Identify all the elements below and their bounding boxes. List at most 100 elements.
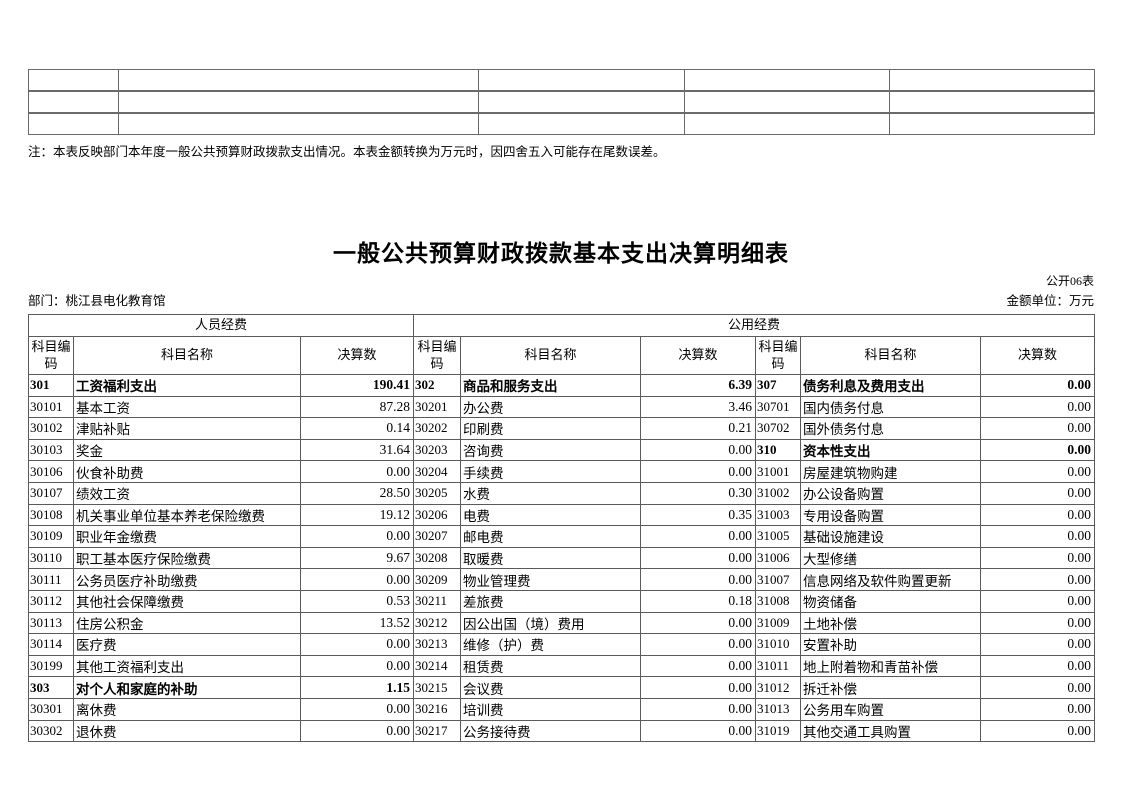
amount-cell: 0.21 <box>640 417 756 440</box>
subject-code-cell: 30701 <box>755 395 801 419</box>
empty-cell <box>118 112 479 135</box>
amount-cell: 0.00 <box>640 633 756 656</box>
table-row: 301 工资福利支出 190.41 302 商品和服务支出 6.39 307 债务利息及费用支… <box>28 374 1096 397</box>
table-row: 30114 医疗费 0.00 30213 维修（护）费 0.00 31010 安置补助 0.00 <box>28 633 1096 656</box>
amount-cell: 0.00 <box>300 633 414 656</box>
subject-code-cell: 30207 <box>413 525 461 548</box>
column-header-amount: 决算数 <box>300 336 414 375</box>
table-row <box>28 90 1095 114</box>
amount-cell: 3.46 <box>640 395 756 419</box>
subject-name-cell: 津贴补贴 <box>73 417 301 440</box>
subject-name-cell: 办公费 <box>460 395 641 419</box>
subject-code-cell: 30111 <box>28 568 74 591</box>
subject-name-cell: 取暖费 <box>460 546 641 570</box>
table-row: 30101 基本工资 87.28 30201 办公费 3.46 30701 国内债务付息 0.0… <box>28 395 1096 419</box>
subject-code-cell: 30214 <box>413 654 461 678</box>
subject-name-cell: 基本工资 <box>73 395 301 419</box>
subject-name-cell: 拆迁补偿 <box>800 676 981 699</box>
subject-code-cell: 31005 <box>755 525 801 548</box>
subject-name-cell: 公务接待费 <box>460 719 641 743</box>
subject-code-cell: 30106 <box>28 460 74 483</box>
group-header-personnel: 人员经费 <box>28 314 414 337</box>
main-table-body: 301 工资福利支出 190.41 302 商品和服务支出 6.39 307 债务利息及费用支… <box>28 374 1096 743</box>
subject-name-cell: 奖金 <box>73 438 301 462</box>
subject-name-cell: 邮电费 <box>460 525 641 548</box>
subject-code-cell: 31007 <box>755 568 801 591</box>
subject-name-cell: 咨询费 <box>460 438 641 462</box>
amount-cell: 19.12 <box>300 503 414 527</box>
column-header-name: 科目名称 <box>800 336 981 375</box>
subject-code-cell: 31002 <box>755 481 801 505</box>
subject-code-cell: 307 <box>755 374 801 397</box>
table-row: 30301 离休费 0.00 30216 培训费 0.00 31013 公务用车购置 0.00 <box>28 697 1096 721</box>
subject-code-cell: 30108 <box>28 503 74 527</box>
empty-cell <box>478 90 685 114</box>
subject-name-cell: 物业管理费 <box>460 568 641 591</box>
page-title: 一般公共预算财政拨款基本支出决算明细表 <box>333 241 789 266</box>
top-table-body <box>28 69 1095 135</box>
column-header-code: 科目编码 <box>28 336 74 375</box>
amount-cell: 0.00 <box>979 568 1096 591</box>
subject-code-cell: 30203 <box>413 438 461 462</box>
empty-cell <box>684 112 890 135</box>
empty-cell <box>118 69 479 92</box>
amount-cell: 0.53 <box>300 589 414 613</box>
subject-code-cell: 30199 <box>28 654 74 678</box>
subject-code-cell: 30204 <box>413 460 461 483</box>
subject-code-cell: 30101 <box>28 395 74 419</box>
subject-name-cell: 其他交通工具购置 <box>800 719 981 743</box>
subject-code-cell: 30216 <box>413 697 461 721</box>
subject-code-cell: 31008 <box>755 589 801 613</box>
note-text: 注：本表反映部门本年度一般公共预算财政拨款支出情况。本表金额转换为万元时，因四舍… <box>28 145 666 159</box>
meta-row: 部门：桃江县电化教育馆 金额单位：万元 <box>28 290 1094 309</box>
subject-name-cell: 会议费 <box>460 676 641 699</box>
amount-cell: 0.00 <box>979 697 1096 721</box>
subject-name-cell: 房屋建筑物购建 <box>800 460 981 483</box>
table-row <box>28 69 1095 92</box>
subject-code-cell: 30217 <box>413 719 461 743</box>
column-header-code: 科目编码 <box>755 336 801 375</box>
header-blank-table <box>28 69 1095 135</box>
table-row: 30107 绩效工资 28.50 30205 水费 0.30 31002 办公设备购置 0.00 <box>28 481 1096 505</box>
amount-cell: 6.39 <box>640 374 756 397</box>
table-row: 303 对个人和家庭的补助 1.15 30215 会议费 0.00 31012 拆迁补偿 0.0… <box>28 676 1096 699</box>
amount-cell: 0.00 <box>300 697 414 721</box>
unit-label: 金额单位：万元 <box>1006 294 1094 308</box>
subject-code-cell: 30208 <box>413 546 461 570</box>
subject-code-cell: 30103 <box>28 438 74 462</box>
subject-name-cell: 公务用车购置 <box>800 697 981 721</box>
amount-cell: 0.00 <box>640 654 756 678</box>
amount-cell: 0.00 <box>979 589 1096 613</box>
subject-code-cell: 31012 <box>755 676 801 699</box>
group-header-row: 人员经费 公用经费 <box>28 314 1096 337</box>
subject-code-cell: 30109 <box>28 525 74 548</box>
subject-name-cell: 电费 <box>460 503 641 527</box>
subject-name-cell: 地上附着物和青苗补偿 <box>800 654 981 678</box>
subject-name-cell: 职业年金缴费 <box>73 525 301 548</box>
empty-cell <box>889 90 1095 114</box>
subject-code-cell: 30102 <box>28 417 74 440</box>
subject-name-cell: 职工基本医疗保险缴费 <box>73 546 301 570</box>
empty-cell <box>478 112 685 135</box>
amount-cell: 0.00 <box>640 719 756 743</box>
subject-code-cell: 30112 <box>28 589 74 613</box>
empty-cell <box>684 90 890 114</box>
subject-code-cell: 310 <box>755 438 801 462</box>
subject-code-cell: 31013 <box>755 697 801 721</box>
empty-cell <box>28 90 119 114</box>
subject-code-cell: 30110 <box>28 546 74 570</box>
subject-name-cell: 办公设备购置 <box>800 481 981 505</box>
table-row: 30113 住房公积金 13.52 30212 因公出国（境）费用 0.00 31009 土地… <box>28 611 1096 635</box>
amount-cell: 0.00 <box>979 481 1096 505</box>
amount-cell: 0.35 <box>640 503 756 527</box>
empty-cell <box>118 90 479 114</box>
table-row: 30102 津贴补贴 0.14 30202 印刷费 0.21 30702 国外债务付息 0.00 <box>28 417 1096 440</box>
amount-cell: 0.00 <box>979 460 1096 483</box>
empty-cell <box>684 69 890 92</box>
amount-cell: 0.00 <box>979 438 1096 462</box>
subject-name-cell: 工资福利支出 <box>73 374 301 397</box>
amount-cell: 13.52 <box>300 611 414 635</box>
subject-name-cell: 医疗费 <box>73 633 301 656</box>
column-header-name: 科目名称 <box>460 336 641 375</box>
subject-name-cell: 培训费 <box>460 697 641 721</box>
